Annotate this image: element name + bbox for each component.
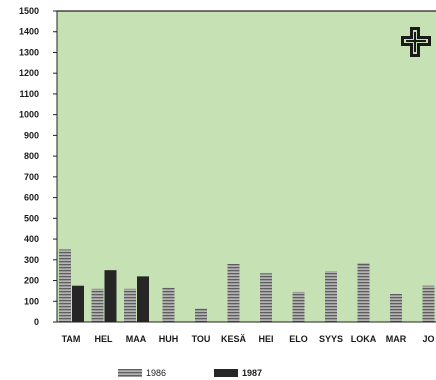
y-tick-label: 1200	[19, 68, 39, 78]
y-tick-label: 0	[34, 317, 39, 327]
y-tick-label: 200	[24, 276, 39, 286]
legend-swatch-1986	[118, 369, 142, 377]
x-axis-ticks: TAM HEL MAA HUH TOU KESÄ HEI ELO SYYS LOKA MAR JO	[62, 334, 435, 344]
bar-1987-tam	[72, 285, 84, 322]
legend-swatch-1987	[214, 369, 238, 377]
bar-1986-syys	[325, 271, 337, 322]
y-axis-ticks: 0 100 200 300 400 500 600 700 800 900 1000 1100 1200…	[19, 6, 57, 327]
bar-1986-huh	[162, 287, 175, 322]
x-tick-label: KESÄ	[221, 334, 247, 344]
x-tick-label: MAR	[386, 334, 407, 344]
bar-1986-tou	[195, 308, 207, 322]
bar-1986-elo	[292, 291, 305, 322]
x-tick-label: JO	[422, 334, 434, 344]
x-tick-label: ELO	[289, 334, 308, 344]
y-tick-label: 500	[24, 213, 39, 223]
y-tick-label: 100	[24, 296, 39, 306]
y-tick-label: 700	[24, 172, 39, 182]
legend: 1986 1987	[118, 368, 262, 378]
bar-1986-hei	[260, 273, 272, 322]
x-tick-label: SYYS	[319, 334, 343, 344]
y-tick-label: 800	[24, 151, 39, 161]
bar-1986-hel	[91, 288, 104, 322]
x-tick-label: HEL	[95, 334, 114, 344]
bar-1986-tam	[59, 249, 71, 322]
bar-1986-maa	[124, 288, 136, 322]
x-tick-label: TOU	[192, 334, 211, 344]
x-tick-label: HUH	[159, 334, 179, 344]
bar-1986-jo	[422, 285, 435, 322]
x-tick-label: HEI	[258, 334, 273, 344]
bars	[59, 249, 435, 322]
x-tick-label: MAA	[126, 334, 147, 344]
y-tick-label: 900	[24, 130, 39, 140]
cross-logo-icon	[401, 27, 431, 57]
y-tick-label: 300	[24, 255, 39, 265]
y-tick-label: 400	[24, 234, 39, 244]
x-tick-label: LOKA	[351, 334, 377, 344]
bar-1986-kesä	[227, 263, 240, 322]
legend-label-1987: 1987	[242, 368, 262, 378]
plot-area	[57, 11, 436, 322]
y-tick-label: 1000	[19, 110, 39, 120]
bar-1986-loka	[357, 262, 370, 322]
bar-1987-hel	[104, 270, 117, 322]
x-tick-label: TAM	[62, 334, 81, 344]
y-tick-label: 1100	[19, 89, 39, 99]
bar-1987-maa	[137, 276, 149, 322]
y-tick-label: 1300	[19, 47, 39, 57]
y-tick-label: 1400	[19, 27, 39, 37]
y-tick-label: 600	[24, 193, 39, 203]
bar-1986-mar	[390, 294, 402, 322]
y-tick-label: 1500	[19, 6, 39, 16]
legend-label-1986: 1986	[146, 368, 166, 378]
